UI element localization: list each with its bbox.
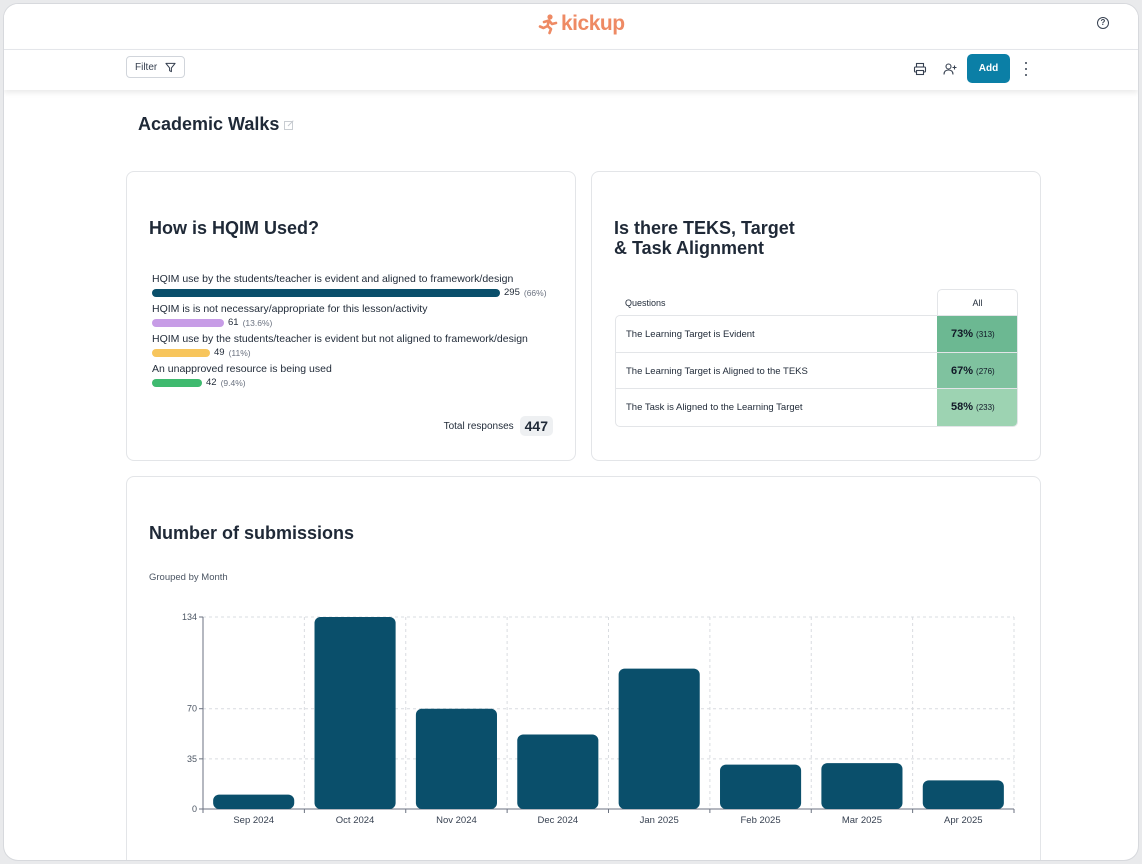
filter-button[interactable]: Filter <box>126 56 186 78</box>
row-question: The Learning Target is Evident <box>626 329 755 340</box>
funnel-icon <box>165 62 176 72</box>
logo-text: kickup <box>561 12 625 35</box>
x-tick-label: Apr 2025 <box>944 815 983 826</box>
x-tick-label: Mar 2025 <box>842 815 882 826</box>
hqim-bar <box>152 288 500 297</box>
hqim-bar <box>152 378 202 387</box>
hqim-bar <box>152 318 224 327</box>
hqim-item: HQIM is is not necessary/appropriate for… <box>152 302 572 329</box>
row-question: The Task is Aligned to the Learning Targ… <box>626 402 803 413</box>
bar <box>517 734 599 809</box>
y-tick-label: 35 <box>187 754 197 764</box>
x-tick-label: Dec 2024 <box>537 815 578 826</box>
row-question: The Learning Target is Aligned to the TE… <box>626 365 808 377</box>
submissions-card: Number of submissions Grouped by Month 0… <box>126 476 1041 860</box>
teks-table-header: Questions All <box>615 289 1018 315</box>
y-tick-label: 134 <box>182 612 197 622</box>
page-title: Academic Walks <box>138 114 280 134</box>
runner-icon <box>538 14 558 35</box>
x-tick-label: Oct 2024 <box>336 815 375 826</box>
filter-label: Filter <box>135 61 158 73</box>
bar <box>314 617 396 809</box>
help-icon[interactable]: ? <box>1097 17 1109 29</box>
hqim-count: 42 <box>206 377 217 388</box>
hqim-card: How is HQIM Used? HQIM use by the studen… <box>126 171 576 461</box>
col-questions: Questions <box>625 298 666 308</box>
hqim-bar <box>152 348 210 357</box>
hqim-pct: (9.4%) <box>220 377 246 388</box>
hqim-count: 61 <box>228 317 239 328</box>
bar <box>415 708 497 809</box>
teks-card: Is there TEKS, Target & Task Alignment Q… <box>591 171 1041 461</box>
y-tick-label: 70 <box>187 704 197 714</box>
bar <box>922 780 1004 809</box>
add-user-icon[interactable] <box>943 62 957 76</box>
row-pct: 73% <box>951 328 974 340</box>
hqim-count: 49 <box>214 347 225 358</box>
more-options-icon[interactable] <box>1024 62 1028 76</box>
hqim-item: HQIM use by the students/teacher is evid… <box>152 332 572 359</box>
hqim-item-label: An unapproved resource is being used <box>152 363 332 375</box>
row-value[interactable]: 67% (276) <box>937 352 1017 388</box>
hqim-pct: (11%) <box>228 347 251 358</box>
hqim-pct: (66%) <box>523 287 547 298</box>
hqim-item: An unapproved resource is being used 42 … <box>152 362 572 389</box>
total-value: 447 <box>519 416 553 436</box>
top-header: kickup ? <box>4 4 1138 50</box>
teks-title: Is there TEKS, Target & Task Alignment <box>614 218 795 258</box>
x-tick-label: Jan 2025 <box>640 815 679 826</box>
kickup-logo[interactable]: kickup <box>537 12 625 36</box>
table-row: The Learning Target is Evident 73% (313) <box>616 316 1017 353</box>
bar <box>720 764 802 809</box>
submissions-title: Number of submissions <box>149 523 355 543</box>
hqim-pct: (13.6%) <box>242 317 273 328</box>
row-pct: 58% <box>951 401 974 413</box>
teks-title-line1: Is there TEKS, Target <box>614 218 795 238</box>
app-frame: kickup ? Filter Add Academic Walks How i <box>4 4 1138 860</box>
hqim-item-label: HQIM is is not necessary/appropriate for… <box>152 303 428 315</box>
total-label: Total responses <box>443 420 514 432</box>
submissions-chart: 0 35 70 134 Sep 2024 Oct 2024 Nov 2024 Dec 2024… <box>182 612 1015 826</box>
hqim-list: HQIM use by the students/teacher is evid… <box>152 272 572 392</box>
submissions-subtitle: Grouped by Month <box>149 572 228 583</box>
row-value[interactable]: 73% (313) <box>937 316 1017 352</box>
edit-icon[interactable] <box>284 120 294 130</box>
hqim-item-label: HQIM use by the students/teacher is evid… <box>152 333 528 345</box>
hqim-item-label: HQIM use by the students/teacher is evid… <box>152 273 514 285</box>
bar <box>821 763 903 809</box>
table-row: The Task is Aligned to the Learning Targ… <box>616 389 1017 426</box>
teks-title-line2: & Task Alignment <box>614 238 765 258</box>
total-responses: Total responses 447 <box>444 416 553 436</box>
row-pct: 67% <box>951 364 974 377</box>
teks-table: Questions All The Learning Target is Evi… <box>615 289 1018 427</box>
row-n: (276) <box>976 366 995 376</box>
toolbar: Filter Add <box>4 50 1138 90</box>
hqim-item: HQIM use by the students/teacher is evid… <box>152 272 572 299</box>
hqim-title: How is HQIM Used? <box>149 218 320 238</box>
table-row: The Learning Target is Aligned to the TE… <box>616 352 1017 389</box>
row-n: (233) <box>976 403 995 412</box>
row-value[interactable]: 58% (233) <box>937 389 1017 426</box>
add-button[interactable]: Add <box>967 54 1010 83</box>
print-icon[interactable] <box>913 62 927 76</box>
y-tick-label: 0 <box>192 804 197 814</box>
bar <box>618 668 700 809</box>
x-tick-label: Nov 2024 <box>436 815 477 826</box>
row-n: (313) <box>976 330 995 339</box>
x-tick-label: Sep 2024 <box>233 815 274 826</box>
hqim-count: 295 <box>504 287 520 298</box>
bar <box>213 794 295 809</box>
col-all[interactable]: All <box>937 289 1018 315</box>
x-tick-label: Feb 2025 <box>740 815 780 826</box>
